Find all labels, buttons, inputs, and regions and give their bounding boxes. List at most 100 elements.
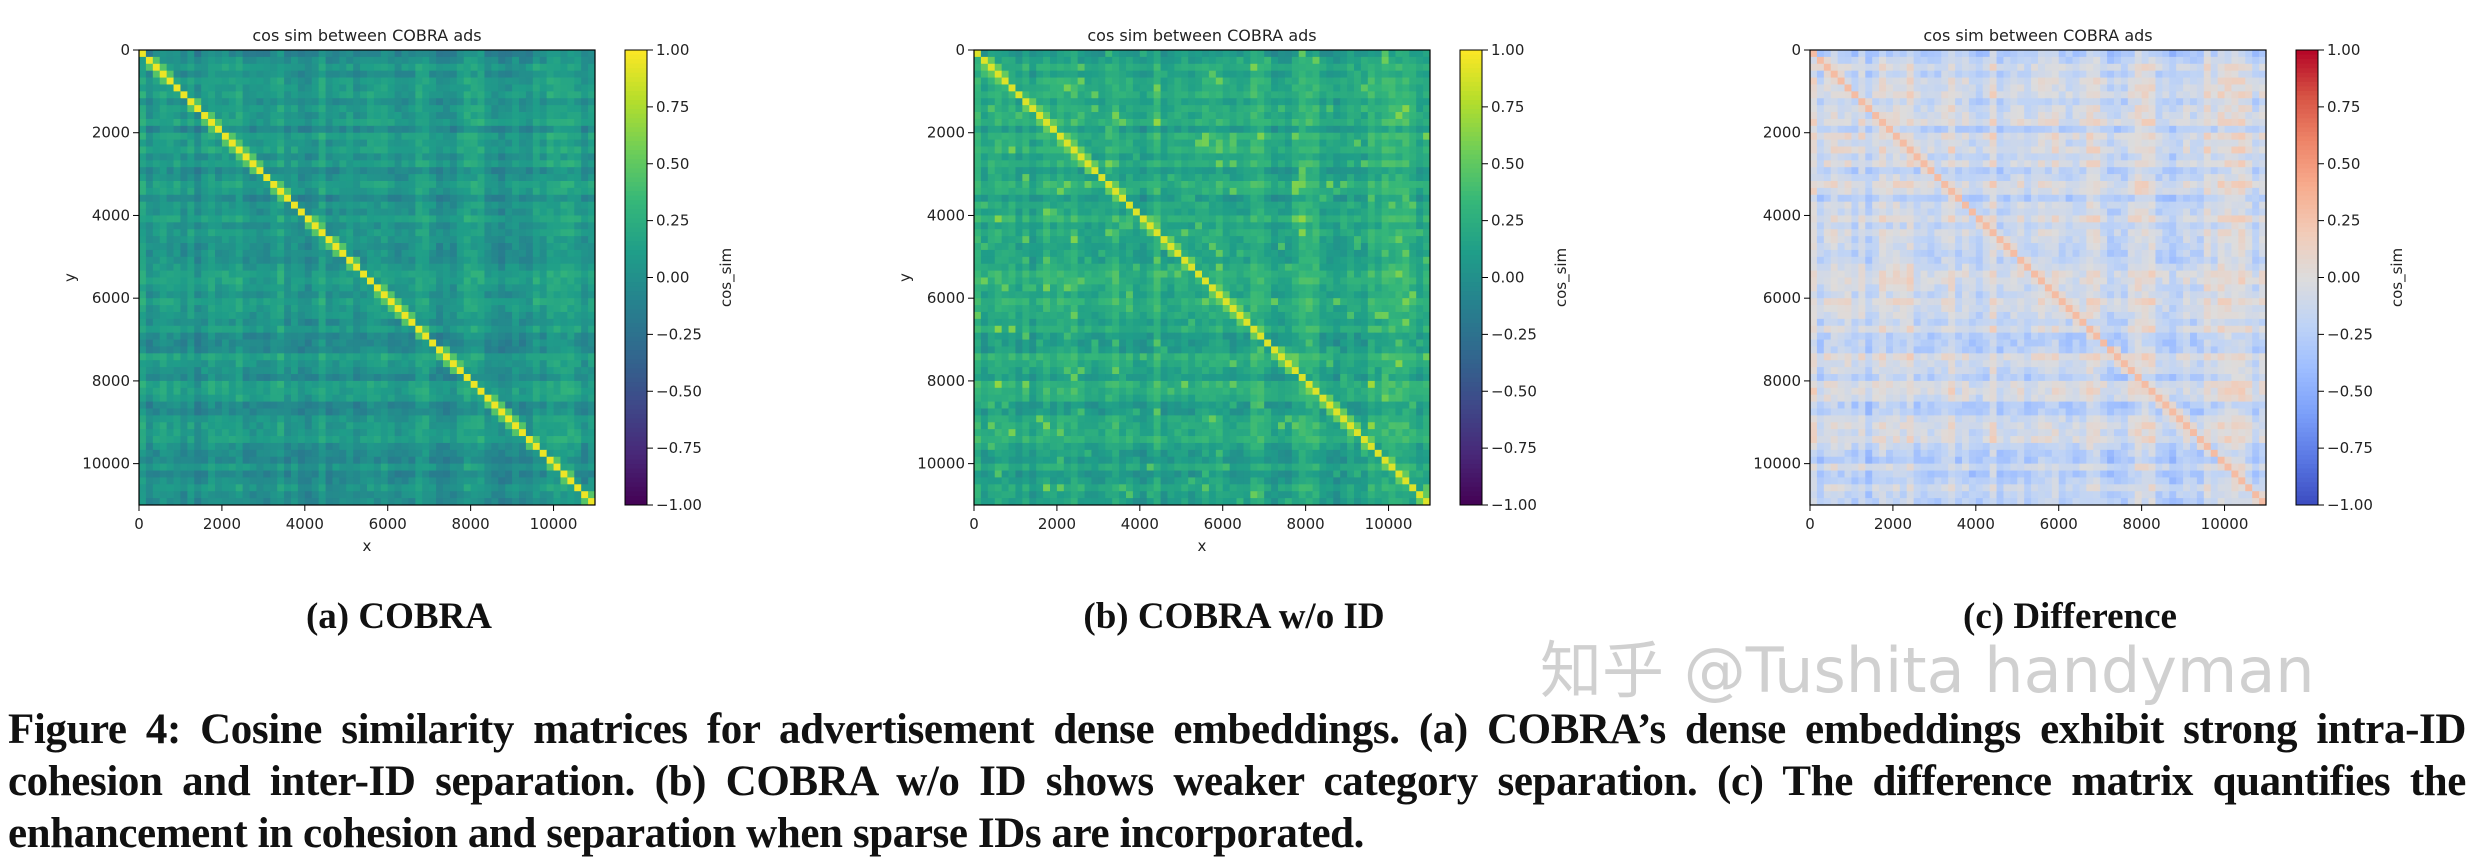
heatmap-cell xyxy=(297,243,306,251)
heatmap-cell xyxy=(332,284,340,292)
heatmap-cell xyxy=(228,187,237,196)
heatmap-cell xyxy=(1063,63,1072,72)
heatmap-cell xyxy=(498,125,506,134)
heatmap-cell xyxy=(539,146,548,154)
heatmap-cell xyxy=(373,277,382,285)
heatmap-cell xyxy=(332,174,340,182)
heatmap-cell xyxy=(588,56,596,65)
heatmap-cell xyxy=(139,374,147,382)
heatmap-cell xyxy=(145,91,154,99)
heatmap-cell xyxy=(242,139,250,147)
heatmap-cell xyxy=(588,139,596,147)
heatmap-cell xyxy=(360,98,368,106)
heatmap-cell xyxy=(1271,63,1279,72)
heatmap-cell xyxy=(360,380,368,389)
heatmap-cell xyxy=(242,442,250,451)
heatmap-cell xyxy=(291,318,299,327)
heatmap-cell xyxy=(256,401,264,409)
heatmap-cell xyxy=(318,463,326,471)
heatmap-cell xyxy=(408,174,416,182)
heatmap-cell xyxy=(463,201,472,209)
heatmap-cell xyxy=(256,442,264,451)
heatmap-cell xyxy=(449,477,458,485)
heatmap-cell xyxy=(512,422,520,430)
heatmap-cell xyxy=(470,229,478,237)
heatmap-cell xyxy=(291,63,299,72)
heatmap-cell xyxy=(263,311,271,320)
heatmap-cell xyxy=(574,222,582,230)
heatmap-cell xyxy=(1077,84,1085,92)
heatmap-cell xyxy=(380,422,389,430)
heatmap-cell xyxy=(394,374,402,382)
heatmap-cell xyxy=(304,477,313,485)
heatmap-cell xyxy=(449,298,458,306)
heatmap-cell xyxy=(470,256,478,265)
heatmap-cell xyxy=(512,167,520,175)
heatmap-cell xyxy=(553,98,561,106)
heatmap-cell xyxy=(325,374,333,382)
heatmap-cell xyxy=(166,353,174,361)
heatmap-cell xyxy=(145,263,154,271)
heatmap-cell xyxy=(263,167,271,175)
heatmap-cell xyxy=(360,229,368,237)
heatmap-cell xyxy=(263,305,271,313)
heatmap-cell xyxy=(574,491,582,499)
heatmap-cell xyxy=(532,422,541,430)
heatmap-cell xyxy=(173,201,181,209)
heatmap-cell xyxy=(387,380,396,389)
heatmap-cell xyxy=(470,56,478,65)
heatmap-cell xyxy=(512,98,520,106)
heatmap-cell xyxy=(242,470,250,478)
heatmap-cell xyxy=(297,442,306,451)
heatmap-cell xyxy=(560,484,568,492)
heatmap-cell xyxy=(553,277,561,285)
heatmap-cell xyxy=(994,56,1003,65)
heatmap-cell xyxy=(339,112,347,120)
heatmap-cell xyxy=(360,180,368,189)
heatmap-cell xyxy=(139,498,147,506)
heatmap-cell xyxy=(180,277,188,285)
heatmap-cell xyxy=(373,208,382,216)
heatmap-cell xyxy=(470,360,478,368)
heatmap-cell xyxy=(1243,56,1251,65)
heatmap-cell xyxy=(387,139,396,147)
heatmap-cell xyxy=(221,436,230,444)
heatmap-cell xyxy=(387,215,396,223)
heatmap-cell xyxy=(187,249,195,258)
heatmap-cell xyxy=(470,380,478,389)
heatmap-cell xyxy=(332,298,340,306)
heatmap-cell xyxy=(567,63,575,72)
heatmap-cell xyxy=(574,201,582,209)
heatmap-cell xyxy=(159,332,168,340)
heatmap-cell xyxy=(553,256,561,265)
heatmap-cell xyxy=(581,146,589,154)
heatmap-cell xyxy=(567,387,575,396)
heatmap-cell xyxy=(325,194,333,203)
heatmap-cell xyxy=(1381,70,1389,78)
heatmap-cell xyxy=(201,160,209,168)
heatmap-cell xyxy=(270,360,278,368)
heatmap-cell xyxy=(553,332,561,340)
heatmap-cell xyxy=(332,70,340,78)
heatmap-cell xyxy=(581,222,589,230)
heatmap-cell xyxy=(560,387,568,396)
y-tick-label: 0 xyxy=(120,41,130,59)
heatmap-cell xyxy=(401,456,409,465)
heatmap-cell xyxy=(159,484,168,492)
heatmap-cell xyxy=(498,311,506,320)
heatmap-cell xyxy=(422,415,430,423)
heatmap-cell xyxy=(228,470,237,478)
heatmap-cell xyxy=(367,401,375,409)
heatmap-cell xyxy=(263,442,271,451)
heatmap-cell xyxy=(422,84,430,92)
heatmap-cell xyxy=(304,442,313,451)
heatmap-cell xyxy=(159,318,168,327)
heatmap-cell xyxy=(1153,77,1161,85)
heatmap-cell xyxy=(235,346,244,354)
heatmap-cell xyxy=(249,91,257,99)
heatmap-cell xyxy=(394,50,402,58)
heatmap-cell xyxy=(387,284,396,292)
heatmap-cell xyxy=(1409,70,1417,78)
heatmap-cell xyxy=(1119,50,1127,58)
